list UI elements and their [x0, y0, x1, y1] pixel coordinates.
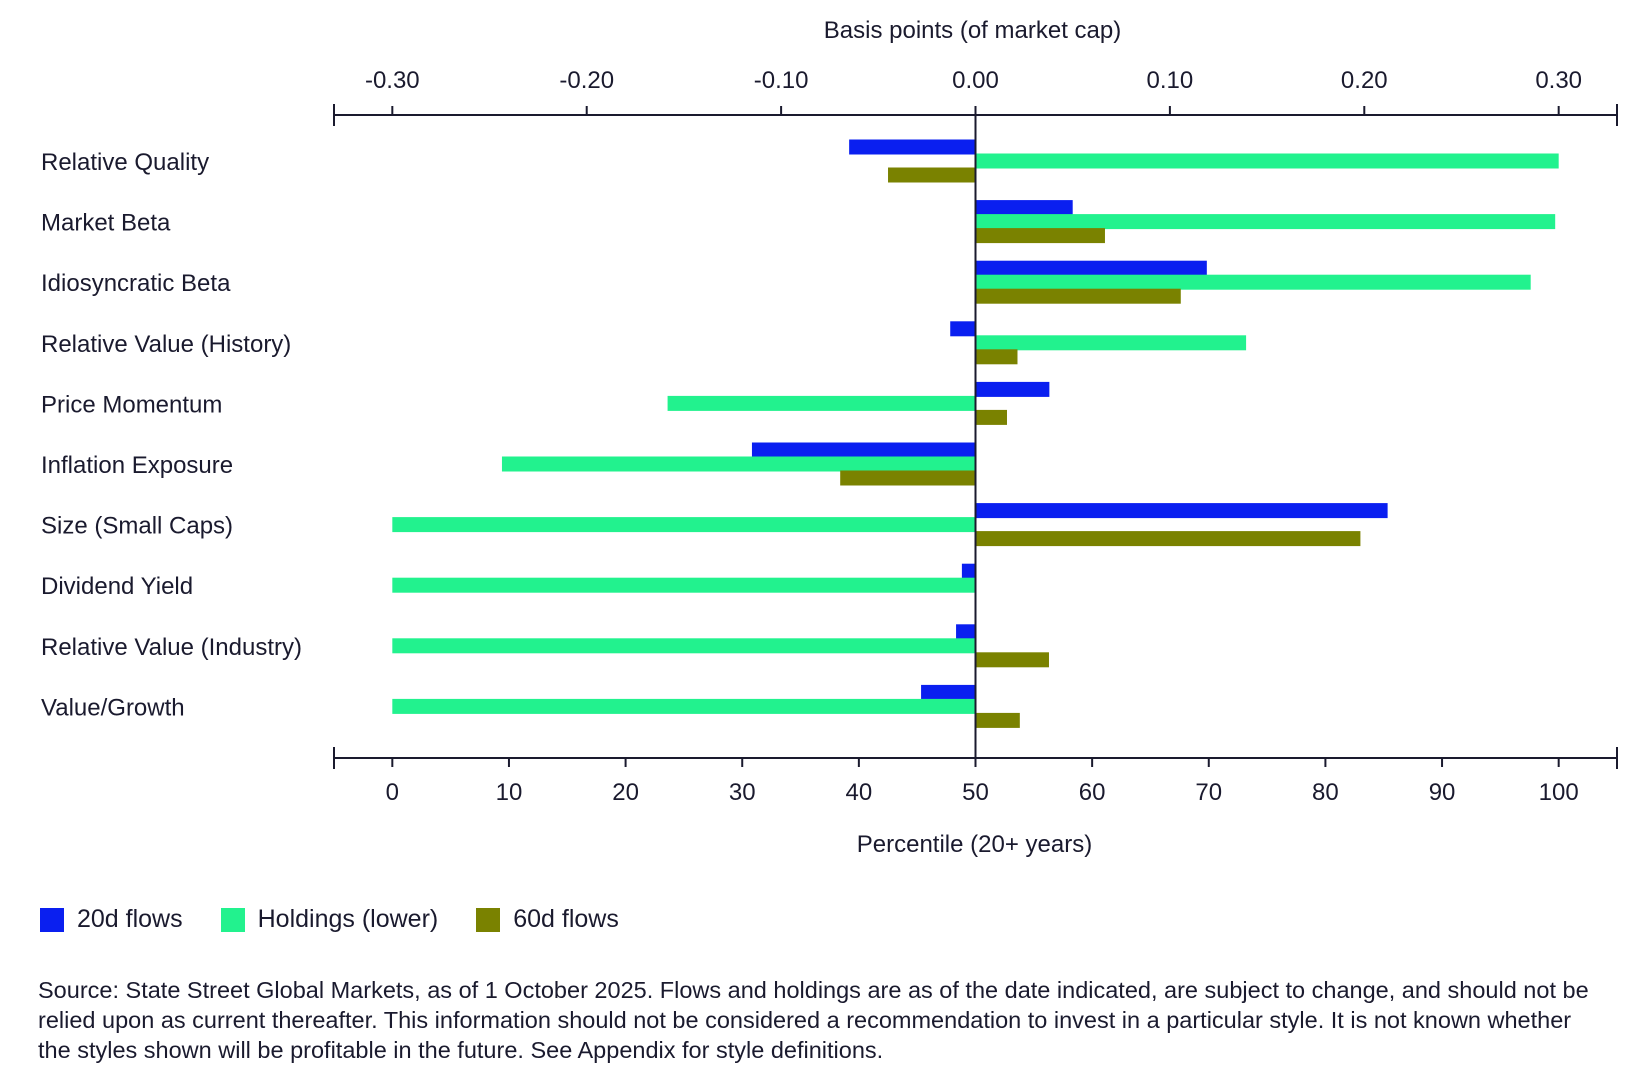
bar-holdings-lower: [392, 517, 976, 533]
top-axis-tick-label: -0.20: [559, 67, 614, 94]
bar-60d-flows: [975, 652, 1049, 668]
bottom-axis-tick-label: 50: [962, 779, 989, 806]
bottom-axis-tick-label: 100: [1539, 779, 1579, 806]
bar-20d-flows: [975, 381, 1050, 397]
bar-20d-flows: [956, 624, 976, 640]
bar-holdings-lower: [975, 153, 1559, 169]
legend: 20d flows Holdings (lower) 60d flows: [40, 905, 657, 934]
legend-swatch-holdings: [220, 907, 245, 932]
bar-holdings-lower: [975, 335, 1247, 351]
bottom-axis-tick-label: 90: [1429, 779, 1456, 806]
bar-60d-flows: [975, 409, 1007, 425]
bar-60d-flows: [840, 470, 976, 486]
top-axis-tick-label: 0.10: [1147, 67, 1194, 94]
source-note: Source: State Street Global Markets, as …: [38, 977, 1589, 1063]
bar-60d-flows: [975, 531, 1361, 547]
category-label: Size (Small Caps): [41, 513, 233, 540]
bar-20d-flows: [751, 442, 976, 458]
bar-20d-flows: [961, 563, 976, 579]
legend-swatch-60d-flows: [476, 907, 501, 932]
top-axis-tick-label: 0.20: [1341, 67, 1388, 94]
bottom-axis-tick-label: 80: [1312, 779, 1339, 806]
bar-holdings-lower: [975, 274, 1531, 290]
top-axis-label: Basis points (of market cap): [824, 17, 1121, 44]
bar-60d-flows: [975, 288, 1181, 304]
bottom-axis-tick-label: 10: [496, 779, 523, 806]
bar-holdings-lower: [975, 214, 1556, 230]
bar-20d-flows: [849, 139, 976, 155]
legend-label-holdings: Holdings (lower): [257, 905, 439, 933]
category-label: Relative Value (History): [41, 331, 291, 358]
category-label: Relative Value (Industry): [41, 634, 302, 661]
category-label: Inflation Exposure: [41, 452, 233, 479]
bar-holdings-lower: [501, 456, 976, 472]
bottom-axis-tick-label: 40: [846, 779, 873, 806]
category-label: Idiosyncratic Beta: [41, 270, 231, 297]
bar-holdings-lower: [667, 395, 976, 411]
bar-60d-flows: [975, 712, 1020, 728]
bar-20d-flows: [921, 684, 976, 700]
bar-20d-flows: [975, 200, 1073, 216]
legend-item-holdings: Holdings (lower): [220, 905, 439, 934]
bar-60d-flows: [975, 228, 1105, 244]
top-axis-tick-label: 0.30: [1535, 67, 1582, 94]
legend-item-60d-flows: 60d flows: [476, 905, 619, 934]
legend-swatch-20d-flows: [40, 907, 64, 932]
top-axis-tick-label: -0.30: [365, 67, 420, 94]
bottom-axis-tick-label: 70: [1195, 779, 1222, 806]
bar-20d-flows: [975, 503, 1388, 519]
bottom-axis-tick-label: 0: [386, 779, 399, 806]
category-label: Price Momentum: [41, 391, 222, 418]
legend-label-20d-flows: 20d flows: [77, 905, 183, 933]
bottom-axis-tick-label: 60: [1079, 779, 1106, 806]
bar-60d-flows: [888, 167, 976, 183]
bar-holdings-lower: [392, 577, 976, 593]
bar-60d-flows: [975, 349, 1018, 365]
category-label: Value/Growth: [41, 694, 185, 721]
bar-20d-flows: [975, 260, 1207, 276]
category-label: Relative Quality: [41, 149, 209, 176]
category-label: Market Beta: [41, 210, 171, 237]
bottom-axis-tick-label: 20: [612, 779, 639, 806]
bottom-axis-tick-label: 30: [729, 779, 756, 806]
legend-label-60d-flows: 60d flows: [513, 905, 619, 933]
bottom-axis-label: Percentile (20+ years): [857, 831, 1092, 858]
bar-holdings-lower: [392, 638, 976, 654]
legend-item-20d-flows: 20d flows: [40, 905, 183, 934]
bar-chart: Basis points (of market cap) -0.30 -0.20 -0…: [41, 17, 1618, 858]
top-axis-tick-label: -0.10: [754, 67, 809, 94]
category-label: Dividend Yield: [41, 573, 193, 600]
bar-holdings-lower: [392, 698, 976, 714]
top-axis-tick-label: 0.00: [952, 67, 999, 94]
bar-20d-flows: [950, 321, 976, 337]
